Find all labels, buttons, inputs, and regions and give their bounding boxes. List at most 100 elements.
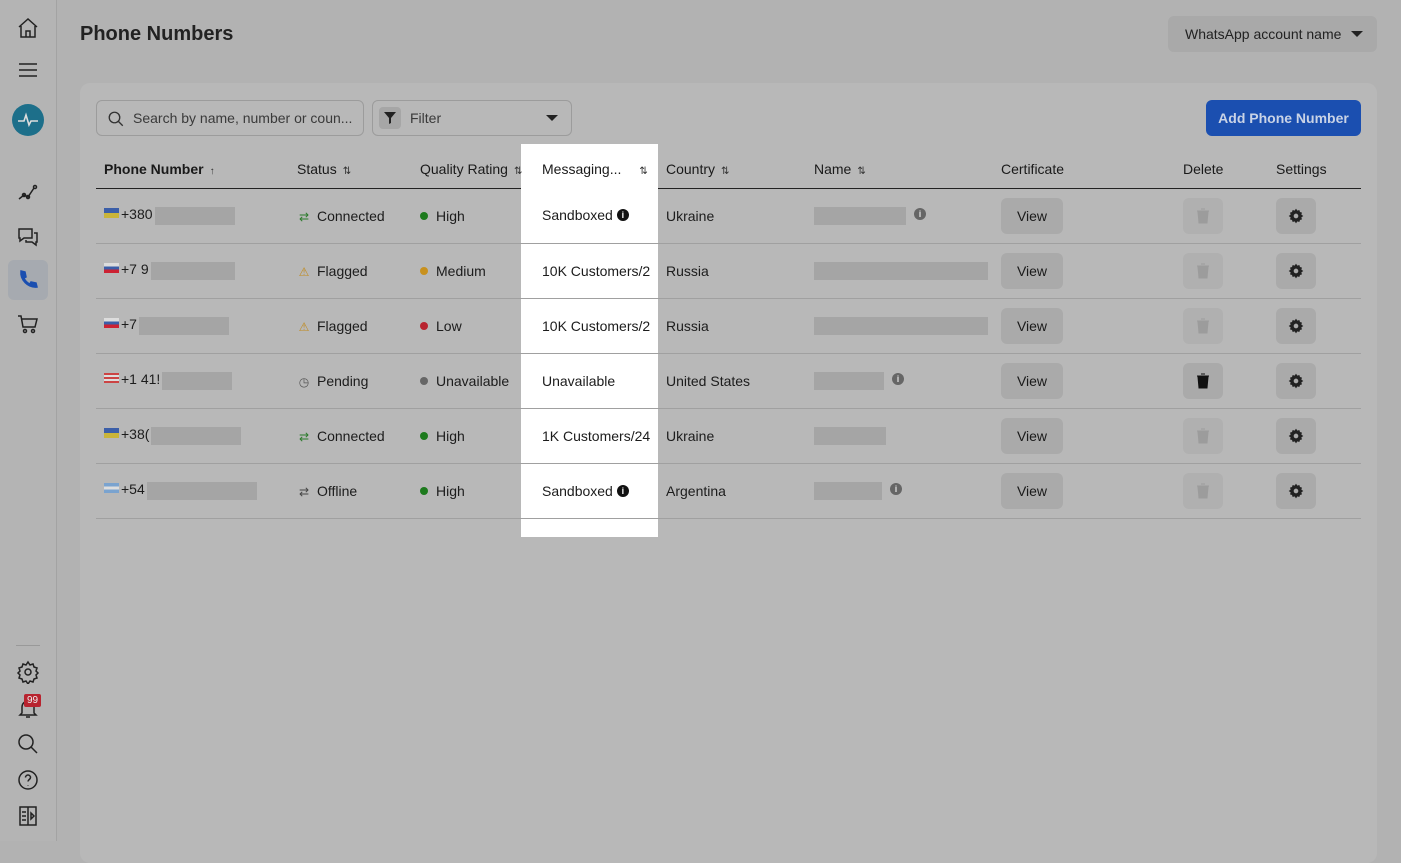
trash-icon (1197, 208, 1209, 223)
phone-number: +380 (121, 206, 153, 223)
column-header[interactable]: Phone Number ↑ (96, 144, 289, 189)
column-header[interactable]: Country ⇅ (658, 144, 806, 189)
delete-button[interactable] (1183, 472, 1223, 509)
home-icon[interactable] (8, 8, 48, 48)
info-icon[interactable]: i (914, 208, 926, 221)
cart-icon[interactable] (8, 304, 48, 344)
delete-button[interactable] (1183, 417, 1223, 454)
view-certificate-button[interactable]: View (1001, 417, 1063, 454)
settings-button[interactable] (1276, 307, 1316, 344)
gear-icon (1288, 263, 1304, 278)
app-logo-icon[interactable] (8, 100, 48, 140)
redacted-name (814, 371, 884, 390)
quality-rating: High (436, 482, 465, 499)
column-header-label: Delete (1183, 160, 1224, 177)
column-header[interactable]: Messaging... ⇅ (521, 144, 658, 188)
caret-down-icon (546, 115, 558, 121)
delete-button[interactable] (1183, 197, 1223, 234)
info-icon[interactable]: i (616, 484, 629, 497)
settings-button[interactable] (1276, 197, 1316, 234)
status-text: Connected (317, 207, 385, 224)
column-header-label: Messaging... (542, 161, 622, 177)
arrows-icon: ⇄ (298, 209, 310, 224)
country: Ukraine (666, 207, 715, 224)
notification-badge: 99 (24, 694, 42, 707)
sort-icon[interactable]: ⇅ (721, 165, 730, 177)
sort-icon[interactable]: ⇅ (342, 165, 352, 177)
analytics-icon[interactable] (8, 172, 48, 212)
help-icon[interactable] (8, 760, 48, 800)
settings-button[interactable] (1276, 362, 1316, 399)
delete-button[interactable] (1183, 362, 1223, 399)
messaging-limit: Unavailable (542, 372, 616, 389)
warning-icon: ⚠ (298, 319, 310, 334)
settings-icon[interactable] (8, 652, 48, 692)
redacted-number (138, 316, 229, 335)
quality-dot-icon (420, 431, 428, 440)
trash-icon (1197, 318, 1209, 333)
settings-button[interactable] (1276, 472, 1316, 509)
flag-icon (104, 263, 119, 274)
quality-rating: High (436, 207, 465, 224)
view-certificate-button[interactable]: View (1001, 197, 1063, 234)
spacer-row (96, 518, 1361, 537)
view-certificate-button[interactable]: View (1001, 252, 1063, 289)
delete-button[interactable] (1183, 307, 1223, 344)
flag-icon (104, 318, 119, 329)
sort-icon[interactable]: ⇅ (857, 165, 866, 177)
phone-number: +38( (121, 426, 150, 443)
trash-icon (1197, 263, 1209, 278)
column-header-label: Settings (1276, 160, 1327, 177)
phone-numbers-table: Phone Number ↑ Status ⇅ Quality Rating ⇅ Messa… (96, 144, 1361, 537)
collapse-panel-icon[interactable] (8, 796, 48, 836)
table-row: +38( ⇄ Connected High 1K Customers/24 Ukr… (96, 408, 1361, 464)
view-certificate-button[interactable]: View (1001, 307, 1063, 344)
column-header[interactable]: Status ⇅ (289, 144, 412, 189)
sort-icon[interactable]: ⇅ (639, 166, 648, 177)
view-certificate-button[interactable]: View (1001, 472, 1063, 509)
table-row: +54 ⇄ Offline High Sandboxed i Argentina i… (96, 463, 1361, 519)
country: Argentina (666, 482, 726, 499)
account-selector[interactable]: WhatsApp account name (1168, 16, 1377, 52)
page-title: Phone Numbers (80, 23, 234, 45)
quality-dot-icon (420, 486, 428, 495)
column-header[interactable]: Name ⇅ (806, 144, 993, 189)
quality-dot-icon (420, 211, 428, 220)
settings-button[interactable] (1276, 417, 1316, 454)
redacted-name (814, 261, 988, 280)
info-icon[interactable]: i (616, 209, 629, 222)
search-icon[interactable] (8, 724, 48, 764)
quality-rating: Unavailable (436, 372, 510, 389)
clock-icon: ◷ (298, 374, 310, 389)
phone-icon[interactable] (8, 260, 48, 300)
redacted-name (814, 206, 906, 225)
column-header[interactable]: Quality Rating ⇅ (412, 144, 523, 189)
column-header: Certificate (993, 144, 1175, 189)
search-placeholder: Search by name, number or coun... (133, 110, 353, 126)
add-phone-number-button[interactable]: Add Phone Number (1206, 100, 1361, 136)
status-text: Pending (317, 372, 369, 389)
chat-icon[interactable] (8, 216, 48, 256)
redacted-number (150, 261, 235, 280)
status-text: Connected (317, 427, 385, 444)
filter-dropdown[interactable]: Filter (372, 100, 572, 136)
redacted-number (162, 371, 233, 390)
trash-icon (1197, 373, 1209, 388)
menu-icon[interactable] (8, 50, 48, 90)
sort-ascending-icon[interactable]: ↑ (209, 165, 215, 177)
settings-button[interactable] (1276, 252, 1316, 289)
gear-icon (1288, 318, 1304, 333)
flag-icon (104, 208, 119, 219)
search-icon (108, 111, 124, 127)
redacted-number (146, 481, 257, 500)
quality-dot-icon (420, 376, 428, 385)
view-certificate-button[interactable]: View (1001, 362, 1063, 399)
sort-icon[interactable]: ⇅ (513, 165, 523, 177)
info-icon[interactable]: i (890, 483, 902, 496)
column-header: Settings (1268, 144, 1361, 189)
column-header-label: Name (814, 160, 852, 177)
delete-button[interactable] (1183, 252, 1223, 289)
info-icon[interactable]: i (892, 373, 904, 386)
quality-rating: High (436, 427, 465, 444)
search-input[interactable]: Search by name, number or coun... (96, 100, 364, 136)
